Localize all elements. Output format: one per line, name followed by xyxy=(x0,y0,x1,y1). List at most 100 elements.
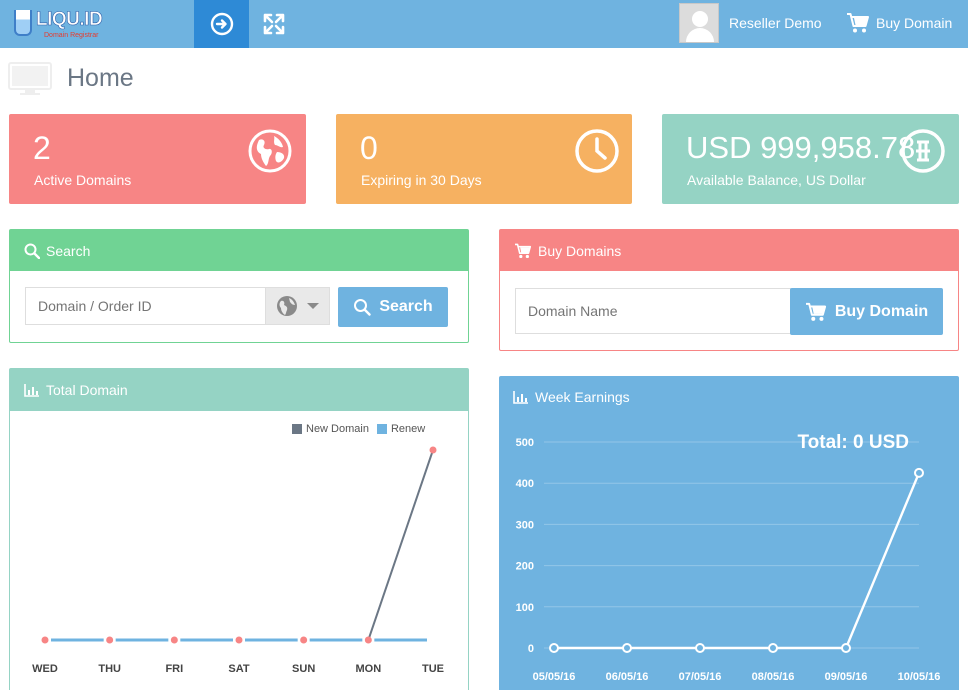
data-point xyxy=(106,636,114,644)
week-earnings-panel: Week Earnings 0 100 200 300 400 500 Total: 0 U… xyxy=(499,376,959,690)
topbar-buy-domain-link[interactable]: Buy Domain xyxy=(846,12,952,34)
buy-domain-button[interactable]: Buy Domain xyxy=(790,288,943,335)
chart-legend: New Domain Renew xyxy=(292,423,433,435)
buy-domain-button-label: Buy Domain xyxy=(834,302,929,320)
legend-swatch xyxy=(292,424,302,434)
logo-cup-icon xyxy=(14,10,32,36)
legend-item-new-domain[interactable]: New Domain xyxy=(292,423,369,435)
data-point xyxy=(549,643,559,653)
data-point xyxy=(622,643,632,653)
search-input[interactable] xyxy=(25,287,266,325)
y-tick-label: 500 xyxy=(516,437,534,449)
cart-icon xyxy=(515,243,532,258)
data-point xyxy=(768,643,778,653)
data-point xyxy=(695,643,705,653)
buy-panel-title: Buy Domains xyxy=(538,242,622,259)
globe-icon xyxy=(248,129,292,173)
search-panel-title: Search xyxy=(46,242,91,259)
user-menu[interactable]: Reseller Demo xyxy=(679,3,822,43)
total-domain-panel: Total Domain New Domain Renew WED THU FRI S… xyxy=(9,368,469,690)
nav-dashboard-button[interactable] xyxy=(194,0,249,48)
stat-value: USD 999,958.78 xyxy=(686,130,916,165)
search-icon xyxy=(354,299,372,316)
data-point xyxy=(300,636,308,644)
new-domain-line-segment xyxy=(367,449,434,641)
stat-label: Available Balance, US Dollar xyxy=(687,172,866,188)
week-earnings-chart: 0 100 200 300 400 500 Total: 0 USD 05/05/16 06/0… xyxy=(516,432,941,683)
total-domain-chart: WED THU FRI SAT SUN MON TUE xyxy=(32,446,444,675)
legend-label: Renew xyxy=(390,423,426,435)
x-tick-label: SAT xyxy=(228,663,249,675)
search-button-label: Search xyxy=(379,298,433,315)
data-point xyxy=(841,643,851,653)
stat-value: 0 xyxy=(360,130,378,166)
stat-card-active-domains: 2 Active Domains xyxy=(9,114,306,204)
avatar xyxy=(679,3,719,43)
user-name: Reseller Demo xyxy=(729,15,822,31)
brand-name: LIQU.ID xyxy=(36,9,103,31)
data-point xyxy=(41,636,49,644)
week-earnings-title: Week Earnings xyxy=(535,388,630,405)
search-button[interactable]: Search xyxy=(338,287,448,327)
clock-icon xyxy=(575,129,619,173)
x-tick-label: 07/05/16 xyxy=(679,671,722,683)
x-tick-label: 05/05/16 xyxy=(533,671,576,683)
cart-icon xyxy=(805,302,826,321)
total-domain-header: Total Domain xyxy=(10,369,468,411)
legend-swatch xyxy=(376,424,387,434)
buy-panel-header: Buy Domains xyxy=(500,230,958,271)
y-tick-label: 0 xyxy=(528,643,534,655)
cart-icon xyxy=(847,13,869,33)
x-tick-label: 10/05/16 xyxy=(898,671,941,683)
search-icon xyxy=(24,243,40,259)
legend-item-renew[interactable]: Renew xyxy=(376,423,426,435)
brand-logo[interactable]: LIQU.ID Domain Registrar xyxy=(14,6,114,42)
fullscreen-button[interactable] xyxy=(252,0,296,48)
stat-card-expiring: 0 Expiring in 30 Days xyxy=(336,114,632,204)
search-panel: Search Search xyxy=(9,229,469,343)
coin-icon xyxy=(901,129,945,173)
data-point xyxy=(235,636,243,644)
tld-select[interactable] xyxy=(265,287,330,325)
x-tick-label: TUE xyxy=(422,663,444,675)
x-tick-label: SUN xyxy=(292,663,315,675)
expand-icon xyxy=(263,13,285,35)
week-earnings-header: Week Earnings xyxy=(499,376,959,417)
y-tick-label: 100 xyxy=(516,602,534,614)
top-bar: LIQU.ID Domain Registrar Reseller Demo B… xyxy=(0,0,968,48)
globe-icon xyxy=(276,296,297,316)
x-tick-label: MON xyxy=(355,663,381,675)
stat-label: Expiring in 30 Days xyxy=(361,172,482,188)
legend-label: New Domain xyxy=(306,423,369,435)
total-annotation: Total: 0 USD xyxy=(797,432,909,453)
arrow-circle-right-icon xyxy=(210,12,233,36)
x-tick-label: THU xyxy=(98,663,121,675)
topbar-buy-label: Buy Domain xyxy=(876,15,953,31)
x-tick-label: 09/05/16 xyxy=(825,671,868,683)
brand-tagline: Domain Registrar xyxy=(44,32,99,39)
x-tick-label: FRI xyxy=(165,663,183,675)
stat-label: Active Domains xyxy=(34,172,132,188)
search-panel-header: Search xyxy=(10,230,468,271)
y-tick-label: 200 xyxy=(516,561,534,573)
stat-value: 2 xyxy=(33,130,51,166)
y-tick-label: 400 xyxy=(516,478,534,490)
total-domain-title: Total Domain xyxy=(46,382,128,398)
stat-card-balance: USD 999,958.78 Available Balance, US Dol… xyxy=(662,114,959,204)
data-point xyxy=(364,636,372,644)
bar-chart-icon xyxy=(24,384,39,397)
monitor-icon xyxy=(8,62,52,95)
earnings-series-line xyxy=(554,472,921,650)
chevron-down-icon xyxy=(306,303,319,309)
x-tick-label: 08/05/16 xyxy=(752,671,795,683)
data-point xyxy=(170,636,178,644)
x-tick-label: 06/05/16 xyxy=(606,671,649,683)
data-point xyxy=(914,467,924,478)
data-point xyxy=(429,446,437,454)
y-tick-label: 300 xyxy=(516,519,534,531)
page-title: Home xyxy=(67,64,134,92)
x-tick-label: WED xyxy=(32,663,58,675)
domain-name-input[interactable] xyxy=(515,288,791,334)
buy-domains-panel: Buy Domains Buy Domain xyxy=(499,229,959,351)
bar-chart-icon xyxy=(513,390,528,404)
